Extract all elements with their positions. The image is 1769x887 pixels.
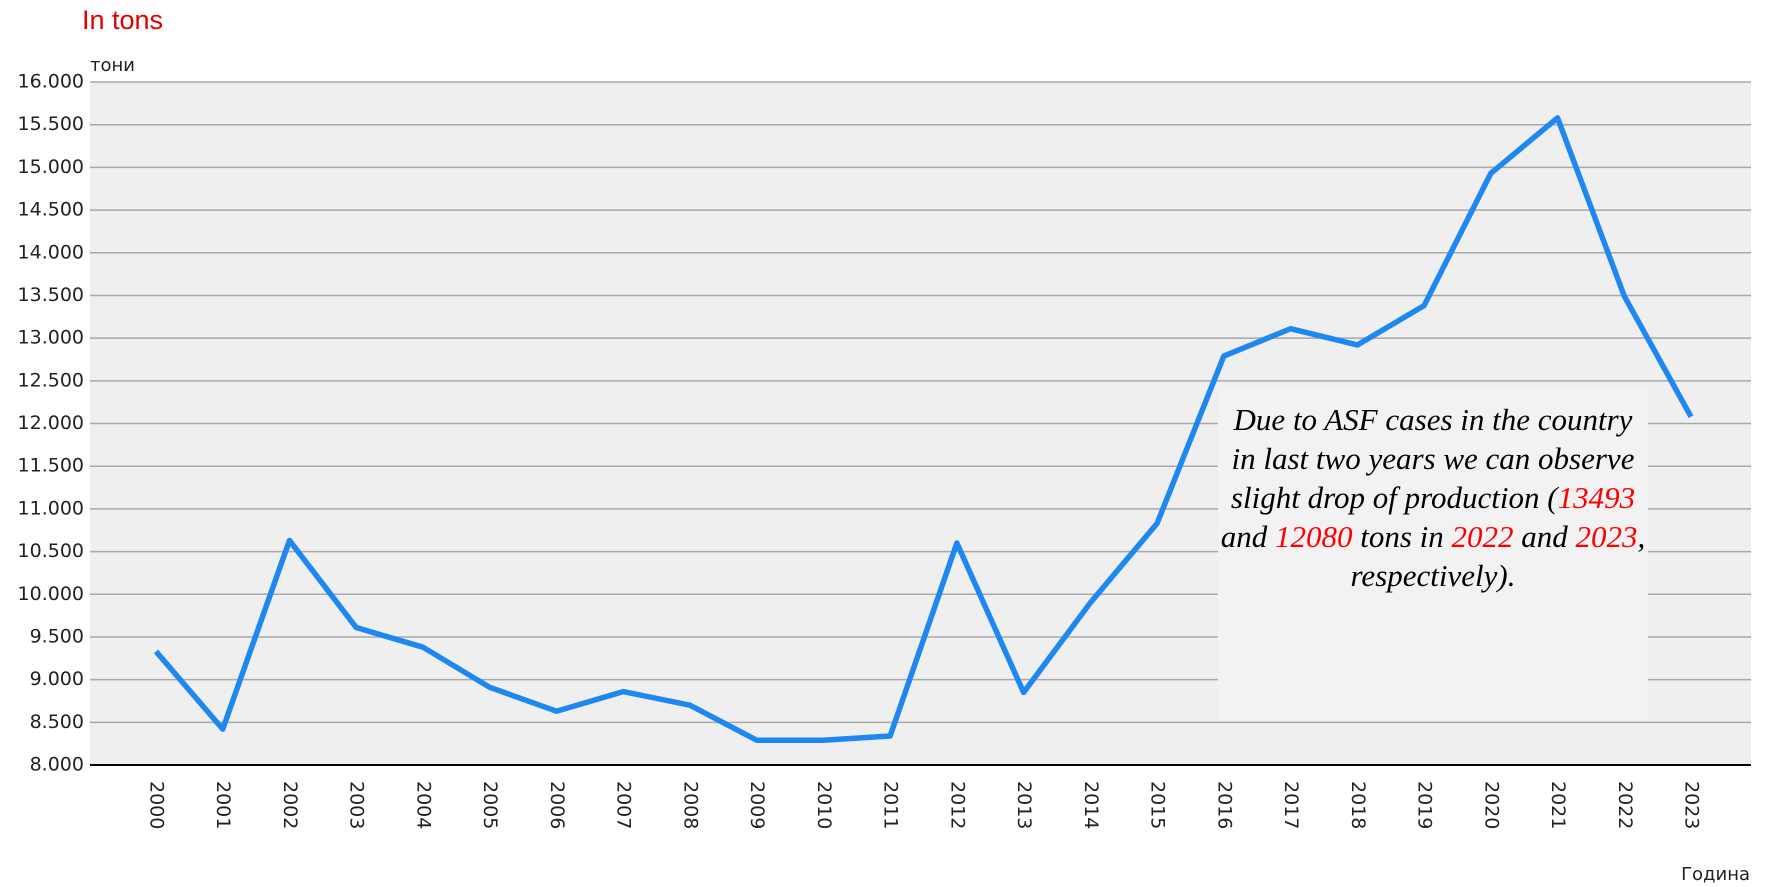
annotation-part: 2022 <box>1451 519 1514 554</box>
y-tick-label: 9.500 <box>30 625 84 647</box>
y-tick-label: 9.000 <box>30 668 84 690</box>
y-tick-label: 10.500 <box>18 540 84 562</box>
y-tick-label: 15.000 <box>18 156 84 178</box>
x-tick-label: 2002 <box>279 781 301 829</box>
y-tick-label: 16.000 <box>18 71 84 93</box>
x-tick-label: 2022 <box>1614 781 1636 829</box>
x-tick-label: 2021 <box>1547 781 1569 829</box>
y-tick-label: 14.500 <box>18 199 84 221</box>
x-tick-label: 2006 <box>546 781 568 829</box>
y-tick-label: 13.000 <box>18 327 84 349</box>
x-tick-label: 2016 <box>1213 781 1235 829</box>
annotation-part: tons in <box>1352 519 1452 554</box>
x-tick-label: 2020 <box>1480 781 1502 829</box>
x-tick-label: 2023 <box>1681 781 1703 829</box>
y-tick-label: 8.500 <box>30 711 84 733</box>
y-tick-label: 11.000 <box>18 497 84 519</box>
x-tick-label: 2015 <box>1147 781 1169 829</box>
x-tick-label: 2000 <box>146 781 168 829</box>
y-tick-label: 15.500 <box>18 113 84 135</box>
x-tick-label: 2007 <box>613 781 635 829</box>
y-tick-label: 12.000 <box>18 412 84 434</box>
y-tick-label: 11.500 <box>18 455 84 477</box>
x-tick-label: 2013 <box>1013 781 1035 829</box>
y-tick-label: 14.000 <box>18 241 84 263</box>
y-tick-label: 12.500 <box>18 369 84 391</box>
x-tick-label: 2011 <box>880 781 902 829</box>
y-tick-label: 8.000 <box>30 754 84 776</box>
annotation-part: 2023 <box>1575 519 1638 554</box>
y-tick-label: 10.000 <box>18 583 84 605</box>
x-tick-label: 2004 <box>412 781 434 829</box>
x-tick-label: 2012 <box>946 781 968 829</box>
x-tick-label: 2010 <box>813 781 835 829</box>
annotation-part: 12080 <box>1274 519 1353 554</box>
annotation-part: Due to ASF cases in the country in last … <box>1230 402 1635 515</box>
annotation-part: and <box>1220 519 1275 554</box>
annotation-part: and <box>1513 519 1576 554</box>
x-tick-label: 2014 <box>1080 781 1102 829</box>
x-axis-label: Година <box>1681 864 1750 885</box>
chart-title: In tons <box>82 5 163 35</box>
x-tick-label: 2018 <box>1347 781 1369 829</box>
x-tick-label: 2003 <box>346 781 368 829</box>
x-tick-label: 2009 <box>746 781 768 829</box>
annotation-part: , respectively). <box>1350 519 1646 593</box>
x-tick-label: 2005 <box>479 781 501 829</box>
x-tick-label: 2017 <box>1280 781 1302 829</box>
y-axis-label: тони <box>90 55 135 76</box>
y-tick-label: 13.500 <box>18 284 84 306</box>
annotation: Due to ASF cases in the country in last … <box>1218 390 1648 720</box>
x-tick-label: 2001 <box>212 781 234 829</box>
line-series <box>153 115 1694 743</box>
annotation-part: 13493 <box>1557 480 1636 515</box>
x-tick-label: 2008 <box>679 781 701 829</box>
x-tick-label: 2019 <box>1414 781 1436 829</box>
